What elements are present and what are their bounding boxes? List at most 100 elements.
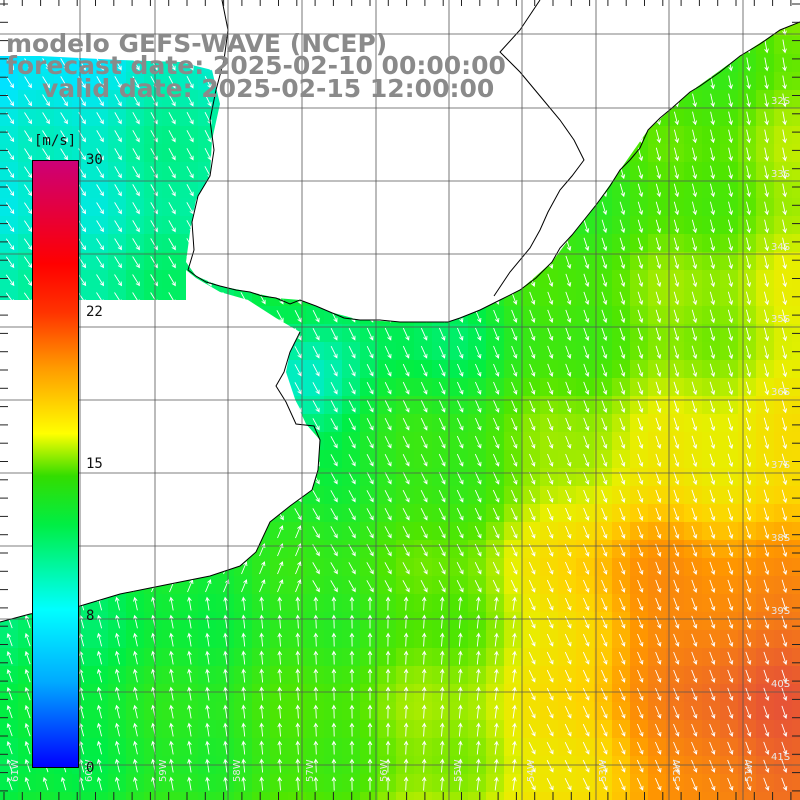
wind-speed-cell (702, 522, 721, 541)
wind-speed-cell (18, 774, 37, 793)
wind-arrow (601, 309, 608, 324)
wind-arrow (187, 668, 192, 683)
wind-arrow (512, 758, 517, 773)
wind-speed-cell (90, 774, 109, 793)
wind-arrow (654, 777, 662, 791)
wind-arrow (223, 614, 228, 629)
wind-speed-cell (468, 684, 487, 703)
wind-speed-cell (288, 720, 307, 739)
wind-arrow (403, 614, 409, 629)
wind-speed-cell (738, 288, 757, 307)
wind-arrow (421, 668, 427, 683)
wind-arrow (384, 453, 392, 467)
wind-speed-cell (774, 792, 793, 800)
wind-arrow (367, 632, 373, 647)
wind-speed-cell (738, 486, 757, 505)
wind-speed-cell (108, 720, 127, 739)
wind-arrow (600, 759, 608, 773)
wind-arrow (494, 668, 499, 683)
wind-arrow (763, 363, 770, 378)
wind-arrow (746, 165, 751, 180)
wind-arrow (458, 704, 463, 719)
wind-arrow (402, 525, 410, 539)
wind-speed-cell (288, 738, 307, 757)
wind-speed-cell (720, 378, 739, 397)
wind-arrow (782, 309, 788, 324)
wind-arrow (456, 526, 464, 539)
wind-arrow (475, 345, 482, 359)
wind-arrow (673, 597, 680, 611)
wind-arrow (727, 399, 734, 414)
wind-arrow (709, 273, 716, 288)
wind-arrow (781, 687, 788, 701)
wind-speed-cell (594, 378, 613, 397)
wind-arrow (600, 651, 608, 665)
wind-speed-cell (792, 72, 800, 91)
wind-speed-cell (774, 738, 793, 757)
wind-arrow (781, 723, 788, 737)
wind-speed-cell (792, 18, 800, 37)
wind-arrow (493, 345, 500, 359)
wind-arrow (781, 345, 788, 360)
wind-arrow (169, 614, 174, 629)
wind-arrow (746, 111, 751, 126)
wind-arrow (745, 309, 752, 324)
wind-arrow (458, 722, 463, 737)
wind-arrow (186, 111, 194, 125)
wind-speed-cell (666, 234, 685, 253)
wind-arrow (349, 596, 355, 611)
wind-arrow (439, 614, 445, 629)
wind-arrow (367, 740, 373, 755)
wind-arrow (583, 273, 590, 288)
wind-speed-cell (612, 270, 631, 289)
wind-arrow (330, 418, 338, 431)
wind-arrow (330, 454, 338, 467)
wind-speed-cell (756, 270, 775, 289)
wind-arrow (619, 381, 626, 395)
wind-arrow (494, 614, 499, 629)
wind-arrow (330, 327, 338, 341)
wind-speed-cell (450, 612, 469, 631)
wind-arrow (637, 399, 644, 413)
wind-arrow (764, 93, 769, 108)
wind-speed-cell (0, 720, 19, 739)
wind-arrow (672, 777, 680, 791)
wind-speed-cell (576, 270, 595, 289)
wind-arrow (330, 363, 338, 377)
wind-speed-cell (414, 738, 433, 757)
wind-arrow (313, 596, 319, 611)
wind-arrow (745, 525, 752, 540)
wind-arrow (168, 148, 176, 161)
wind-arrow (402, 580, 410, 593)
wind-arrow (492, 435, 500, 449)
wind-speed-cell (666, 486, 685, 505)
wind-arrow (241, 596, 246, 611)
wind-speed-cell (612, 216, 631, 235)
wind-speed-cell (126, 666, 145, 685)
wind-arrow (618, 687, 626, 701)
wind-arrow (601, 579, 608, 593)
wind-arrow (348, 580, 356, 593)
wind-arrow (421, 758, 427, 773)
wind-speed-cell (612, 432, 631, 451)
wind-arrow (96, 256, 105, 269)
wind-arrow (96, 76, 104, 89)
wind-speed-cell (342, 648, 361, 667)
wind-arrow (133, 722, 138, 737)
wind-arrow (710, 111, 715, 126)
wind-speed-cell (792, 234, 800, 253)
wind-arrow (6, 112, 15, 125)
wind-arrow (366, 381, 374, 395)
wind-speed-cell (756, 126, 775, 145)
wind-speed-cell (774, 270, 793, 289)
wind-arrow (655, 309, 662, 324)
wind-arrow (492, 579, 500, 593)
wind-arrow (403, 596, 409, 611)
wind-arrow (673, 633, 680, 647)
wind-speed-cell (702, 792, 721, 800)
wind-arrow (114, 704, 120, 719)
wind-arrow (366, 490, 374, 503)
wind-arrow (727, 597, 734, 611)
wind-arrow (384, 489, 392, 503)
wind-speed-cell (108, 684, 127, 703)
